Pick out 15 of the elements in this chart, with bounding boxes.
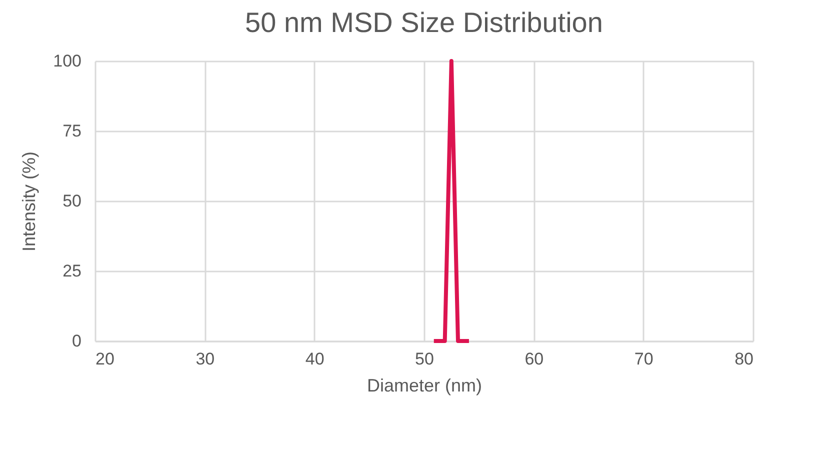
x-tick-label: 40 <box>305 350 324 368</box>
x-axis-title: Diameter (nm) <box>366 376 482 396</box>
y-tick-label: 25 <box>62 262 82 280</box>
y-tick-label: 100 <box>53 52 82 70</box>
y-axis-title: Intensity (%) <box>19 151 40 252</box>
x-tick-label: 20 <box>96 350 114 368</box>
y-tick-label: 0 <box>72 332 82 350</box>
x-tick-label: 80 <box>734 350 754 368</box>
x-tick-label: 60 <box>524 350 544 368</box>
y-tick-label: 50 <box>62 192 82 210</box>
chart-title: 50 nm MSD Size Distribution <box>245 7 603 38</box>
x-tick-label: 50 <box>415 350 434 368</box>
x-tick-label: 30 <box>196 350 215 368</box>
y-tick-label: 75 <box>62 122 82 140</box>
x-tick-label: 70 <box>634 350 654 368</box>
